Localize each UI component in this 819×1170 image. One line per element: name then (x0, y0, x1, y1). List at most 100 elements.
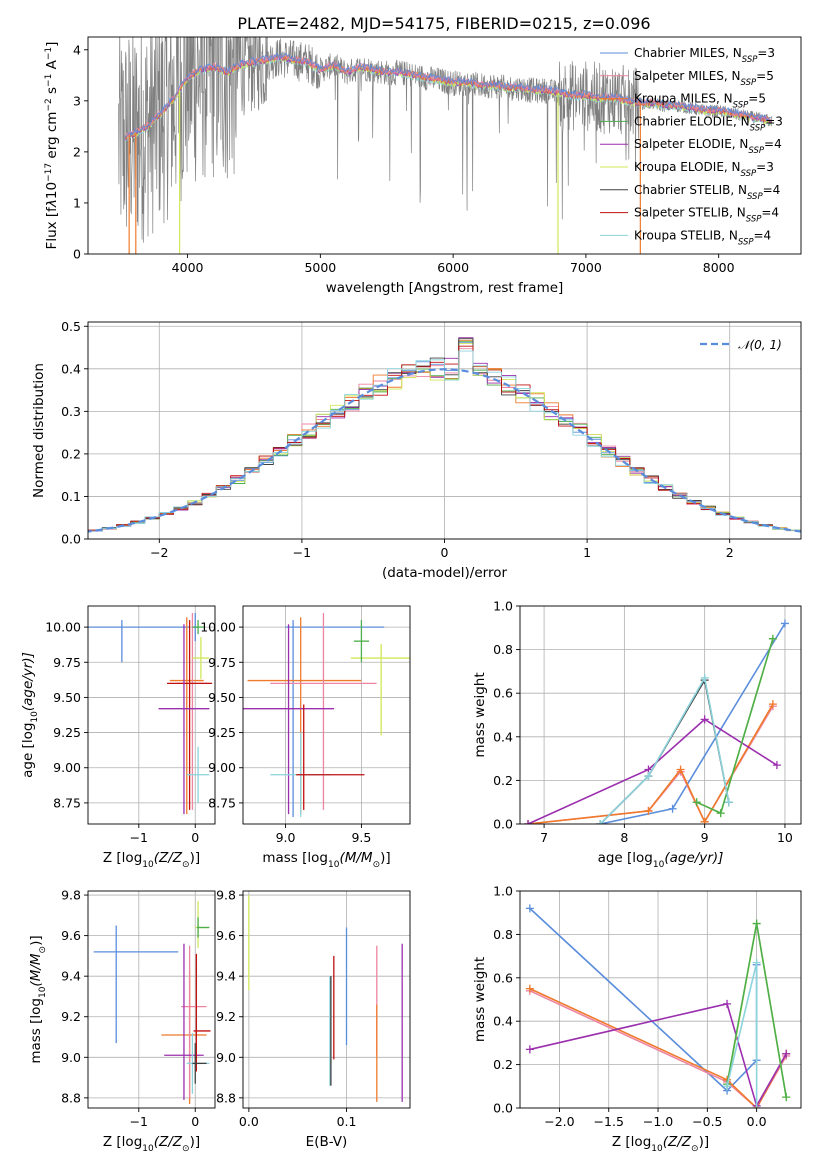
x-tick-label: 2 (726, 545, 734, 560)
y-axis-label-part: ] (44, 42, 60, 47)
x-tick-label: 8 (620, 830, 628, 845)
y-tick-label: 9.8 (61, 888, 81, 903)
plot-area-weight-vs-Z (525, 904, 791, 1108)
legend-text-tail: =4 (764, 137, 782, 151)
axes-frame (87, 605, 216, 825)
weight-point-marker (724, 798, 733, 807)
x-axis-label-part: Z [log (103, 850, 142, 866)
y-tick-label: 0.4 (61, 361, 81, 376)
y-tick-label: 0.2 (493, 773, 513, 788)
legend-text-tail: =4 (763, 183, 781, 197)
x-tick-label: 9.5 (351, 830, 371, 845)
legend-entry: Kroupa MILES, NSSP=5 (634, 92, 766, 111)
x-axis-label-part: 10 (142, 860, 154, 870)
y-tick-label: 4 (73, 42, 81, 57)
x-axis-label: mass [log10(M/M⊙)] (262, 850, 390, 870)
x-tick-label: 0 (191, 830, 199, 845)
plot-area-residuals (88, 337, 801, 534)
weight-point-marker (596, 820, 605, 824)
legend-text-tail: =5 (748, 92, 766, 106)
axes-spectrum: 4000 5000 6000 7000 8000 0 1 2 3 4 wavelength [Ang… (44, 36, 802, 296)
weight-point-marker (524, 820, 533, 824)
y-tick-label: 8.8 (61, 1090, 81, 1105)
x-axis-label-part: 10 (328, 860, 340, 870)
y-tick-label: 9.6 (216, 928, 236, 943)
x-tick-label: 7 (540, 830, 548, 845)
legend-entry: Salpeter MILES, NSSP=5 (634, 69, 774, 88)
x-tick-label: −1.0 (643, 1114, 673, 1129)
x-axis-label-part: (Z/Z (154, 1134, 183, 1150)
weight-point-marker (525, 984, 534, 993)
axes-frame (519, 890, 802, 1109)
model-spectrum-line (124, 52, 772, 139)
y-tick-label: 0.4 (493, 1014, 513, 1029)
x-tick-label: −1 (130, 830, 148, 845)
weight-point-marker (692, 798, 701, 807)
y-tick-label: 0.6 (493, 970, 513, 985)
legend-text-tail: =3 (756, 160, 774, 174)
y-axis-label-part: mass [log (28, 998, 44, 1064)
weight-series-line (529, 1003, 787, 1107)
axes-frame (519, 605, 802, 825)
x-axis-label-part: )] (380, 850, 391, 866)
legend-text-base: Salpeter MILES, N (634, 69, 741, 83)
weight-point-marker (716, 809, 725, 818)
y-axis-label-part: λ (44, 199, 60, 208)
y-axis-label-part: 10 (30, 711, 40, 723)
x-tick-label: 8000 (703, 260, 735, 275)
weight-point-marker (782, 1049, 791, 1058)
axes-mass-vs-Z: −1 08.89.09.29.49.69.8Z [log10(Z/Z⊙)]mass… (28, 888, 216, 1154)
weight-point-marker (782, 1093, 791, 1102)
y-axis-label-part: (age/yr)] (20, 652, 36, 711)
axes-residuals: −2 −1 0 1 2 0.0 0.1 0.2 0.3 0.4 0.5 (data-model)/er… (31, 319, 802, 581)
y-axis-label-part: −1 (44, 47, 54, 60)
weight-point-marker (752, 919, 761, 928)
weight-series-line (529, 907, 758, 1092)
x-axis-label-part: ⊙ (182, 1144, 190, 1154)
y-tick-label: 9.00 (208, 760, 236, 775)
y-tick-label: 1.0 (493, 884, 513, 899)
x-axis-label-part: (Z/Z (154, 850, 183, 866)
plot-area-spectrum (118, 37, 773, 254)
x-axis-label-part: mass [log (262, 850, 328, 866)
y-axis-label-part: erg cm (44, 112, 60, 163)
weight-point-marker (723, 1082, 732, 1091)
y-axis-label-part: ⊙ (38, 946, 48, 954)
legend-entry: Kroupa ELODIE, NSSP=3 (634, 160, 774, 179)
x-axis-label: (data-model)/error (382, 565, 508, 581)
x-axis-label-part: (Z/Z (663, 1134, 692, 1150)
x-axis-label-part: (M/M (339, 850, 372, 866)
x-tick-label: 1 (583, 545, 591, 560)
y-tick-label: 9.25 (208, 725, 236, 740)
weight-point-marker (525, 904, 534, 913)
weight-series-line (599, 677, 730, 824)
y-tick-label: 9.8 (216, 888, 236, 903)
x-axis-label: E(B-V) (306, 1134, 348, 1150)
y-tick-label: 9.75 (208, 655, 236, 670)
y-axis-label-part: −17 (44, 163, 54, 182)
weight-point-marker (644, 772, 653, 781)
weight-point-marker (700, 817, 709, 824)
y-axis-label: Normed distribution (31, 363, 47, 498)
axes-frame (87, 36, 802, 255)
x-tick-label: 9 (701, 830, 709, 845)
weight-series-line (527, 705, 774, 824)
y-tick-label: 9.75 (53, 655, 81, 670)
y-axis-label-part: 10 (44, 182, 60, 199)
y-axis-label-part: 10 (38, 986, 48, 998)
model-spectrum-line (124, 55, 772, 139)
y-axis-label-part: A (44, 59, 60, 73)
y-axis-label: age [log10(age/yr)] (20, 652, 40, 778)
y-tick-label: 0.0 (61, 532, 81, 547)
axes-frame (87, 321, 802, 540)
x-tick-label: 5000 (304, 260, 336, 275)
plot-area-age-vs-mass (243, 613, 410, 817)
y-axis-label-part: Flux [f (44, 206, 60, 250)
normal-pdf-line (88, 368, 801, 533)
x-axis-label-part: ⊙ (373, 860, 381, 870)
y-tick-label: 0 (73, 247, 81, 262)
y-tick-label: 10.00 (45, 620, 81, 635)
